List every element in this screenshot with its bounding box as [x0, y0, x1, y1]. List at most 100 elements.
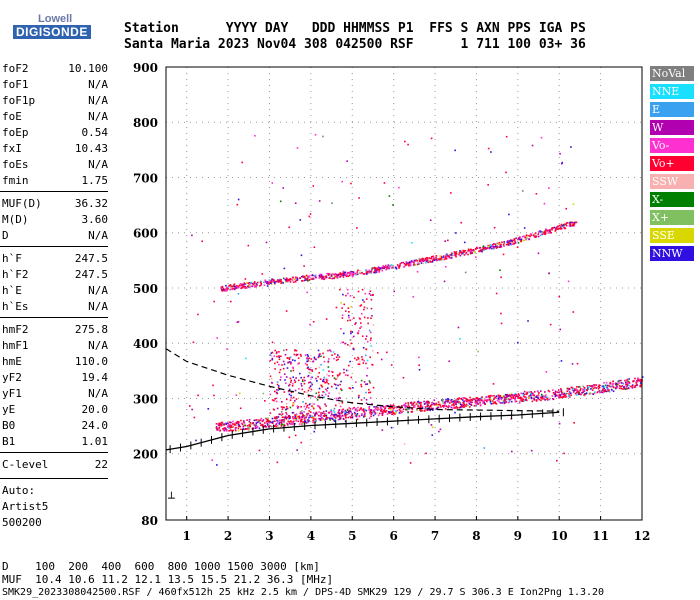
echo-point: [373, 410, 375, 413]
echo-point: [473, 398, 476, 401]
echo-point: [579, 389, 582, 391]
separator-line: [0, 317, 108, 318]
echo-point: [238, 286, 240, 289]
echo-point: [554, 395, 557, 397]
echo-point: [521, 399, 524, 401]
echo-point: [228, 284, 230, 287]
echo-point: [315, 392, 318, 395]
echo-point: [306, 391, 308, 394]
echo-point: [277, 385, 280, 387]
echo-point: [439, 258, 442, 260]
echo-point: [416, 263, 419, 266]
param-value: N/A: [88, 339, 108, 352]
echo-point: [472, 248, 475, 251]
echo-point: [603, 391, 605, 393]
echo-point: [237, 420, 240, 423]
echo-point: [535, 396, 537, 398]
echo-point: [453, 254, 456, 257]
echo-point: [305, 422, 308, 424]
echo-point: [344, 412, 347, 415]
echo-point: [242, 425, 245, 428]
echo-point: [295, 420, 298, 422]
echo-point: [511, 393, 513, 396]
echo-point: [601, 389, 603, 392]
echo-point: [328, 277, 331, 280]
echo-point: [278, 371, 281, 374]
echo-point: [285, 382, 287, 384]
echo-point: [282, 367, 285, 370]
echo-point: [454, 400, 456, 403]
echo-point: [500, 243, 502, 246]
echo-point: [271, 425, 273, 428]
echo-point: [345, 275, 348, 278]
echo-point: [430, 424, 433, 426]
echo-point: [423, 410, 426, 412]
echo-point: [368, 388, 370, 391]
echo-point: [484, 403, 487, 405]
echo-point: [612, 390, 615, 392]
echo-point: [314, 396, 317, 399]
echo-point: [369, 331, 372, 334]
echo-point: [421, 405, 424, 408]
param-row: MUF(D) 36.32: [0, 197, 110, 211]
echo-point: [309, 414, 311, 417]
echo-point: [411, 242, 413, 244]
echo-point: [277, 386, 280, 389]
echo-point: [535, 192, 538, 195]
echo-point: [344, 409, 347, 412]
echo-point: [465, 405, 467, 407]
echo-point: [219, 424, 222, 426]
param-row: hmF2 275.8: [0, 323, 110, 337]
echo-point: [543, 232, 545, 235]
echo-point: [307, 355, 309, 358]
echo-point: [449, 402, 451, 404]
echo-point: [573, 223, 576, 225]
header-values: Santa Maria 2023 Nov04 308 042500 RSF 1 …: [124, 37, 586, 52]
echo-point: [378, 408, 380, 411]
echo-point: [287, 415, 290, 417]
echo-point: [475, 397, 477, 400]
echo-point: [319, 378, 322, 380]
echo-point: [497, 397, 500, 400]
echo-point: [355, 414, 358, 416]
echo-point: [623, 387, 626, 390]
echo-point: [413, 263, 415, 266]
echo-point: [575, 391, 578, 394]
echo-point: [227, 422, 229, 425]
echo-point: [503, 245, 505, 247]
echo-point: [225, 284, 227, 287]
echo-point: [525, 238, 527, 241]
echo-point: [281, 413, 284, 415]
echo-point: [248, 428, 250, 431]
echo-point: [381, 414, 384, 416]
echo-point: [233, 423, 236, 426]
echo-point: [335, 356, 338, 358]
echo-point: [424, 409, 427, 412]
footer-file-info: SMK29_2023308042500.RSF / 460fx512h 25 k…: [2, 587, 605, 598]
legend-item: SSE: [650, 228, 694, 243]
echo-point: [306, 360, 308, 363]
echo-point: [300, 419, 302, 421]
echo-point: [345, 374, 347, 376]
echo-point: [318, 411, 320, 413]
echo-point: [191, 234, 193, 237]
echo-point: [285, 418, 288, 420]
echo-point: [438, 403, 441, 406]
echo-point: [278, 351, 280, 353]
echo-point: [258, 449, 261, 452]
echo-point: [312, 185, 315, 187]
echo-point: [227, 423, 230, 426]
echo-point: [490, 245, 493, 248]
echo-point: [304, 408, 307, 410]
echo-point: [463, 404, 466, 406]
echo-point: [258, 420, 260, 423]
echo-point: [426, 259, 428, 261]
echo-point: [407, 263, 410, 265]
echo-point: [269, 282, 272, 285]
echo-point: [577, 393, 580, 396]
echo-point: [399, 263, 401, 266]
param-value: 10.43: [74, 142, 108, 155]
echo-point: [361, 335, 364, 338]
echo-point: [259, 422, 262, 425]
echo-point: [361, 356, 363, 358]
